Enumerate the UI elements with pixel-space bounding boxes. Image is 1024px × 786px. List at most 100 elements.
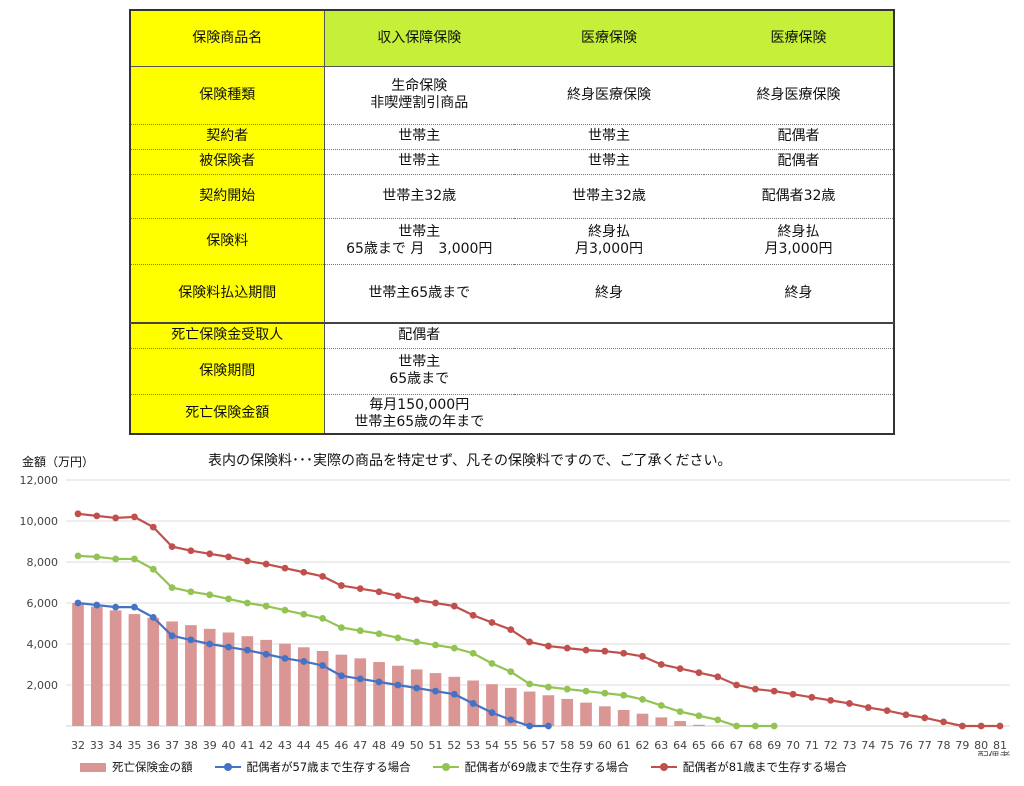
data-point	[733, 681, 740, 689]
data-point	[902, 711, 910, 719]
data-point	[394, 592, 402, 600]
y-tick-label: 4,000	[27, 638, 59, 651]
legend-item: 配偶者が57歳まで生存する場合	[214, 759, 411, 775]
data-point	[131, 603, 138, 611]
x-tick-label: 68	[748, 739, 762, 752]
data-point	[168, 543, 176, 551]
data-point	[846, 700, 853, 707]
data-point	[751, 685, 759, 693]
cell	[704, 322, 894, 349]
data-point	[300, 610, 308, 618]
x-tick-label: 59	[579, 739, 593, 752]
data-point	[714, 673, 722, 681]
x-tick-label: 75	[880, 739, 894, 752]
x-tick-label: 34	[109, 739, 123, 752]
data-point	[507, 668, 515, 676]
data-point	[582, 646, 590, 654]
row-label: 契約者	[130, 124, 325, 150]
table-row: 死亡保険金受取人 配偶者	[130, 322, 894, 349]
legend-label: 配偶者が81歳まで生存する場合	[682, 760, 847, 774]
data-point	[770, 687, 778, 695]
data-point	[507, 716, 515, 724]
legend-label: 配偶者が57歳まで生存する場合	[246, 760, 411, 774]
bars	[72, 603, 705, 726]
data-point	[394, 681, 402, 689]
cell: 終身医療保険	[704, 66, 894, 125]
bar	[655, 717, 668, 726]
x-tick-label: 40	[222, 739, 236, 752]
data-point	[432, 641, 439, 649]
x-tick-label: 69	[767, 739, 781, 752]
legend-swatch	[80, 762, 106, 772]
x-tick-label: 42	[259, 739, 273, 752]
data-point	[695, 669, 703, 677]
table-row: 保険種類 生命保険 非喫煙割引商品 終身医療保険 終身医療保険	[130, 66, 894, 125]
data-point	[356, 585, 364, 593]
cell	[704, 348, 894, 395]
data-point	[319, 614, 327, 622]
data-point	[187, 588, 195, 596]
x-tick-label: 77	[918, 739, 932, 752]
data-point	[676, 708, 684, 716]
data-point	[450, 644, 458, 652]
y-tick-label: 6,000	[27, 597, 59, 610]
data-point	[620, 691, 628, 699]
legend-label: 配偶者が69歳まで生存する場合	[464, 760, 629, 774]
x-tick-label: 63	[654, 739, 668, 752]
y-axis-label: 金額（万円）	[22, 455, 95, 469]
data-point	[149, 565, 157, 573]
data-point	[545, 683, 552, 691]
data-point	[958, 722, 966, 730]
data-point	[375, 630, 383, 638]
cell	[514, 348, 704, 395]
legend-swatch	[214, 762, 241, 772]
cell: 毎月150,000円 世帯主65歳の年まで	[354, 396, 485, 430]
data-point	[243, 646, 251, 654]
bar	[297, 647, 310, 726]
cell	[514, 322, 704, 349]
data-point	[300, 568, 308, 576]
data-point	[112, 514, 120, 522]
x-tick-label: 60	[598, 739, 612, 752]
cell: 終身	[514, 264, 704, 324]
x-tick-label: 58	[560, 739, 574, 752]
x-tick-label: 73	[842, 739, 856, 752]
x-tick-label: 44	[297, 739, 311, 752]
x-tick-label: 49	[391, 739, 405, 752]
cell: 世帯主32歳	[324, 174, 514, 219]
data-point	[432, 687, 439, 695]
x-tick-label: 39	[203, 739, 217, 752]
data-point	[149, 523, 157, 531]
bar	[185, 625, 197, 726]
bar	[392, 665, 404, 726]
data-point	[770, 722, 778, 730]
data-point	[827, 696, 835, 704]
cell: 世帯主	[514, 124, 704, 150]
data-point	[394, 634, 402, 642]
data-point	[74, 599, 82, 607]
data-point	[676, 665, 684, 672]
data-point	[657, 661, 665, 668]
x-tick-label: 64	[673, 739, 687, 752]
data-point	[620, 649, 628, 657]
bar	[617, 710, 630, 726]
x-tick-label: 37	[165, 739, 179, 752]
legend-item: 配偶者が69歳まで生存する場合	[432, 759, 629, 775]
x-tick-label: 36	[146, 739, 160, 752]
bar	[599, 706, 611, 726]
x-tick-label: 33	[90, 739, 104, 752]
x-tick-label: 65	[692, 739, 706, 752]
table-row: 保険期間 世帯主 65歳まで	[130, 348, 894, 395]
bar	[90, 606, 103, 726]
data-point	[187, 636, 195, 644]
x-tick-label: 61	[617, 739, 631, 752]
data-point	[112, 603, 120, 611]
x-tick-label: 54	[485, 739, 499, 752]
bar	[561, 698, 574, 726]
bar	[72, 603, 84, 726]
bar	[260, 639, 272, 726]
data-point	[243, 557, 251, 565]
y-tick-label: 10,000	[20, 515, 59, 528]
y-tick-label: 8,000	[27, 556, 59, 569]
cell: 世帯主	[324, 149, 514, 175]
